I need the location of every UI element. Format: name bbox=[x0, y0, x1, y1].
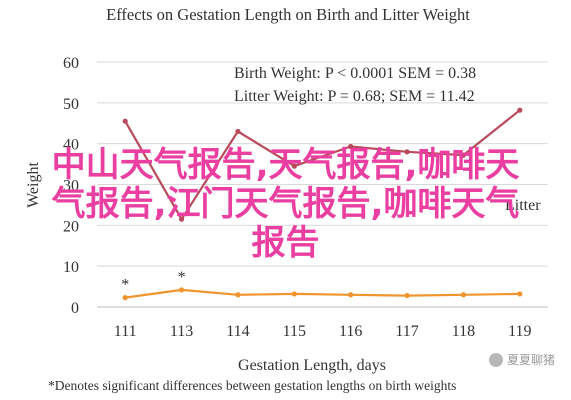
x-tick-labels: 111 113 114 115 116 117 118 119 bbox=[114, 323, 532, 340]
data-point-litter bbox=[348, 143, 354, 150]
data-point-birth bbox=[178, 287, 185, 293]
x-tick-label: 113 bbox=[170, 323, 193, 340]
data-point-birth bbox=[517, 291, 523, 297]
series-line-litter bbox=[124, 109, 521, 221]
data-point-litter bbox=[122, 118, 128, 124]
chart-title: Effects on Gestation Length on Birth and… bbox=[106, 5, 470, 24]
footnote: *Denotes significant differences between… bbox=[48, 378, 456, 393]
x-tick-label: 115 bbox=[283, 323, 306, 340]
series-line-birth bbox=[125, 288, 520, 299]
stats-annotation-litter: Litter Weight: P = 0.68; SEM = 11.42 bbox=[234, 88, 475, 105]
grid bbox=[97, 61, 548, 308]
x-axis-label: Gestation Length, days bbox=[238, 357, 386, 374]
y-tick-label: 60 bbox=[63, 55, 79, 72]
data-point-litter bbox=[517, 107, 523, 113]
watermark-text: 夏夏聊猪 bbox=[506, 353, 555, 367]
y-tick-label: 20 bbox=[63, 218, 79, 235]
y-tick-labels: 0 10 20 30 40 50 60 bbox=[63, 55, 79, 317]
y-tick-label: 30 bbox=[63, 178, 79, 195]
y-tick-label: 10 bbox=[63, 259, 79, 276]
marks-layer: * * bbox=[121, 107, 523, 301]
data-point-birth bbox=[348, 292, 354, 298]
overlay-line-2: 气报告,江门天气报告,咖啡天气 bbox=[51, 184, 520, 224]
series-layer bbox=[124, 109, 521, 299]
overlay-line-1: 中山天气报告,天气报告,咖啡天 bbox=[51, 145, 520, 185]
y-tick-label: 40 bbox=[63, 137, 79, 154]
data-point-birth bbox=[460, 292, 467, 298]
x-tick-label: 118 bbox=[452, 323, 475, 340]
y-axis-label: Weight bbox=[25, 162, 42, 208]
significance-asterisk: * bbox=[178, 269, 186, 286]
data-point-birth bbox=[122, 295, 128, 301]
y-tick-label: 50 bbox=[63, 96, 79, 113]
x-tick-label: 117 bbox=[395, 323, 418, 340]
data-point-birth bbox=[404, 292, 410, 299]
overlay-line-3: 报告 bbox=[251, 223, 320, 263]
data-point-litter bbox=[404, 149, 410, 155]
data-point-litter bbox=[178, 216, 185, 222]
x-tick-label: 119 bbox=[508, 323, 531, 340]
data-point-litter bbox=[235, 128, 241, 135]
significance-asterisk: * bbox=[121, 277, 129, 294]
x-tick-label: 114 bbox=[226, 323, 249, 340]
series-label-litter: Litter bbox=[505, 197, 541, 214]
y-tick-label: 0 bbox=[71, 300, 79, 317]
data-point-litter bbox=[291, 163, 297, 169]
overlay-text: 中山天气报告,天气报告,咖啡天 气报告,江门天气报告,咖啡天气 报告 bbox=[0, 146, 571, 263]
watermark-logo-icon bbox=[488, 352, 503, 367]
watermark: 夏夏聊猪 bbox=[488, 351, 555, 368]
data-point-birth bbox=[291, 291, 297, 297]
data-point-birth bbox=[235, 292, 241, 298]
stats-annotation-birth: Birth Weight: P < 0.0001 SEM = 0.38 bbox=[234, 65, 476, 82]
x-tick-label: 116 bbox=[339, 323, 362, 340]
data-point-litter bbox=[460, 152, 467, 158]
x-tick-label: 111 bbox=[114, 323, 137, 340]
